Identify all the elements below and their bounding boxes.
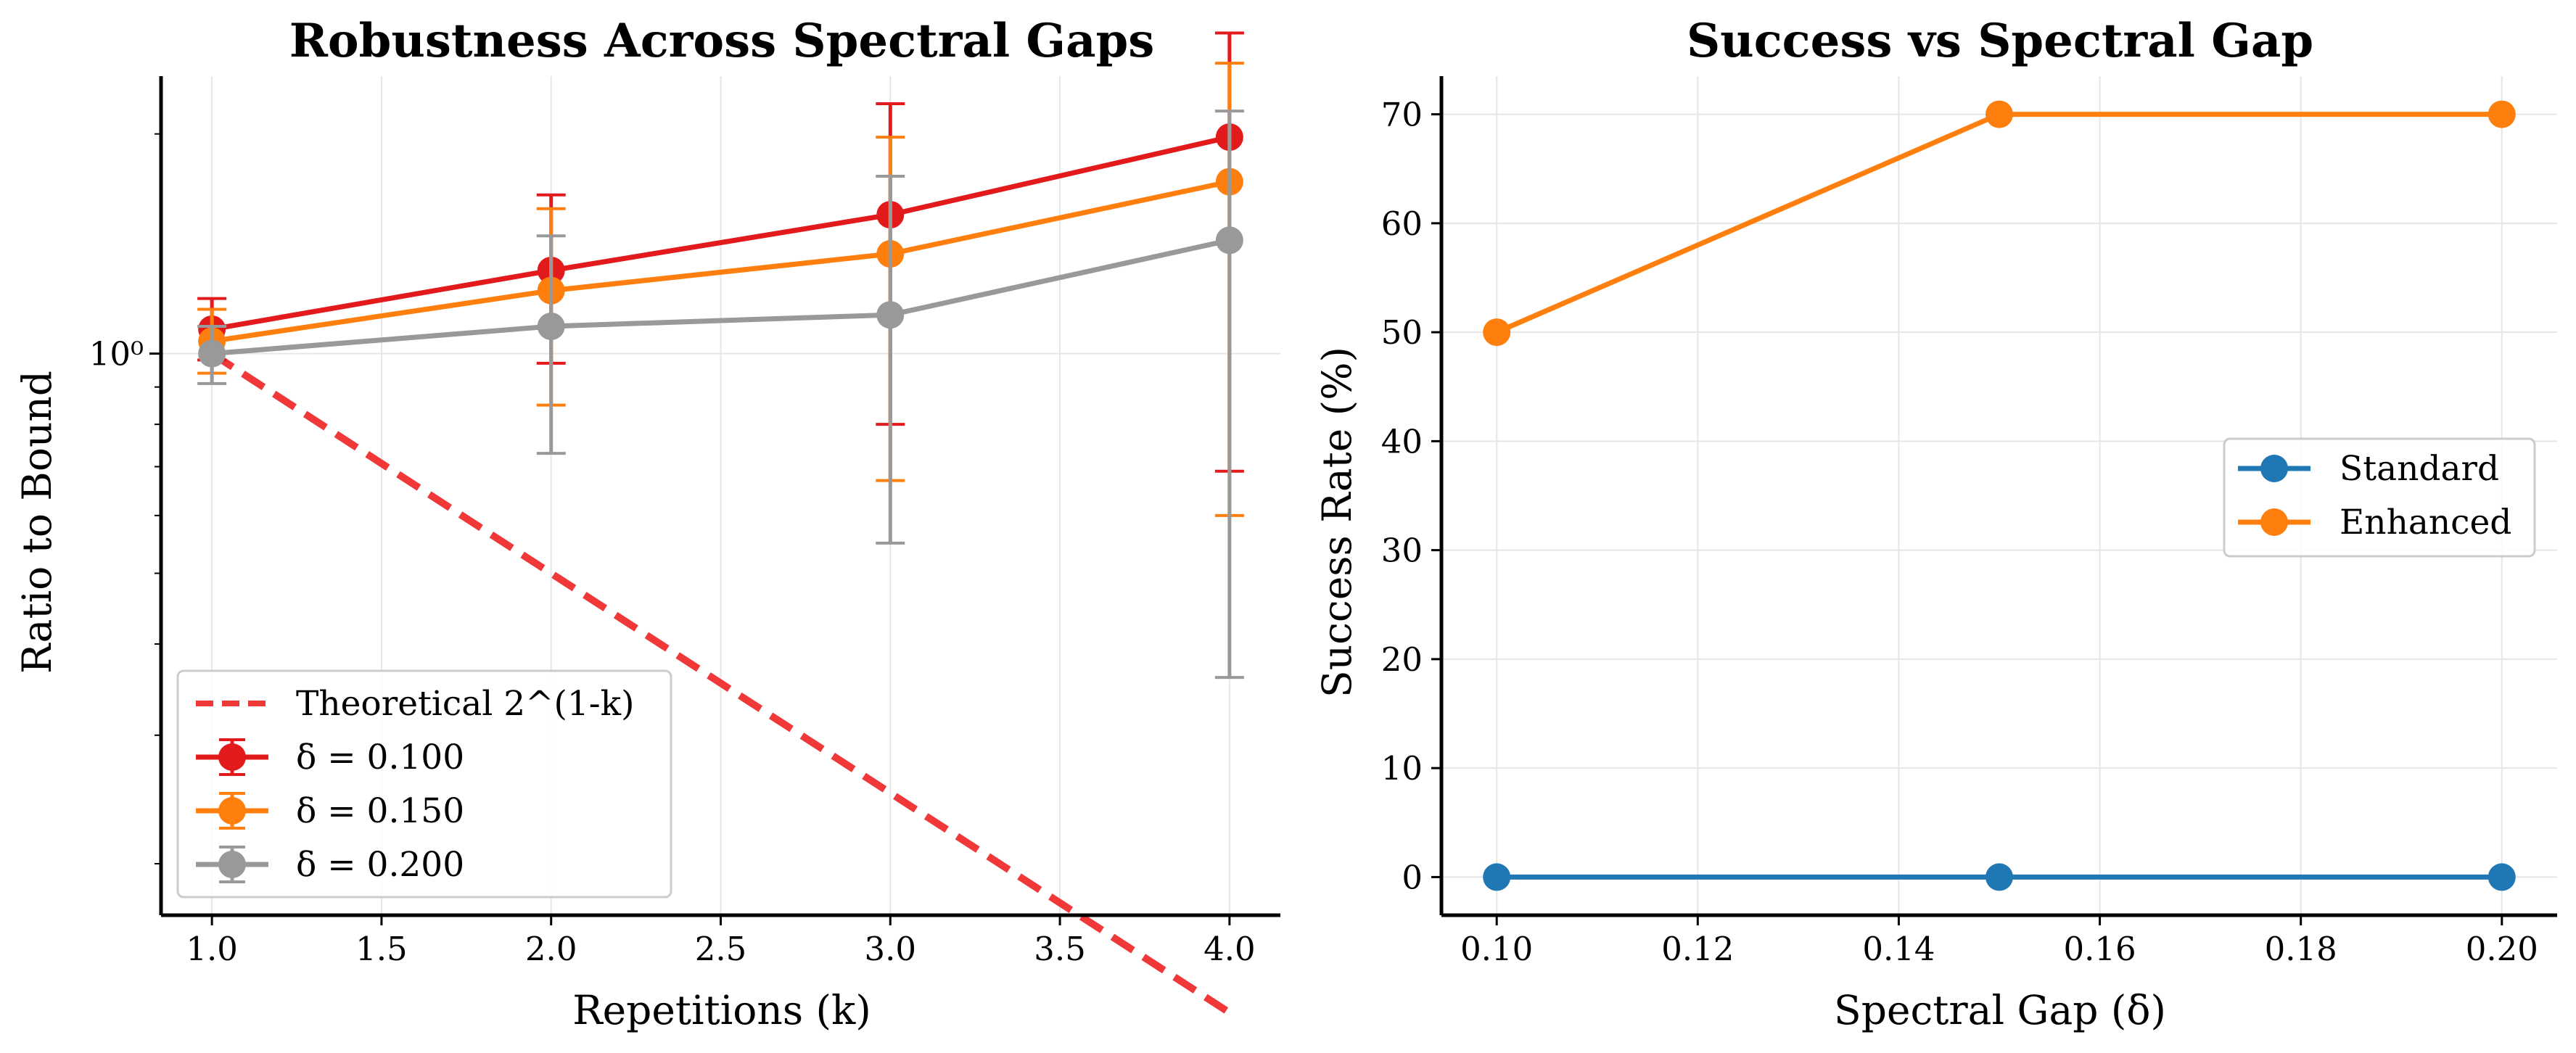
legend-label: δ = 0.100	[296, 738, 464, 777]
axes	[1439, 76, 2557, 917]
x-tick-label: 3.5	[1034, 930, 1086, 968]
success-chart: Success vs Spectral Gap 0.10 0.12 0.14 0.16…	[1314, 14, 2557, 1033]
series-line	[211, 179, 1230, 344]
y-tick-label: 60	[1381, 205, 1423, 243]
x-tick-label: 2.5	[695, 930, 747, 968]
x-tick-label: 0.14	[1862, 930, 1935, 968]
x-tick-label: 1.0	[186, 930, 238, 968]
data-point	[1215, 226, 1243, 255]
legend-label: Theoretical 2^(1-k)	[296, 684, 634, 724]
data-point	[198, 339, 226, 368]
y-tick-label: 20	[1381, 640, 1423, 679]
legend-label: δ = 0.200	[296, 845, 464, 885]
y-tick-label: 50	[1381, 313, 1423, 352]
x-axis-label: Repetitions (k)	[572, 987, 871, 1033]
x-tick-label: 0.10	[1460, 930, 1533, 968]
series-group	[1483, 100, 2516, 891]
y-tick-label: 10⁰	[89, 335, 144, 373]
legend-item: δ = 0.100	[196, 738, 464, 777]
x-tick-label: 4.0	[1203, 930, 1256, 968]
data-point	[876, 301, 905, 329]
series-0	[1483, 863, 2516, 891]
x-tick-label: 3.0	[864, 930, 916, 968]
data-point	[1483, 863, 1511, 891]
x-tick-label: 0.18	[2265, 930, 2337, 968]
y-axis-label: Ratio to Bound	[14, 371, 60, 674]
series-group	[197, 31, 1244, 1016]
legend-marker	[218, 851, 246, 878]
y-tick-label: 10	[1381, 749, 1423, 788]
legend-marker	[2260, 455, 2288, 482]
legend: Standard Enhanced	[2223, 437, 2536, 558]
legend-label: δ = 0.150	[296, 791, 464, 831]
legend-item: δ = 0.150	[196, 791, 464, 831]
chart-title: Robustness Across Spectral Gaps	[289, 14, 1155, 68]
legend-item: Standard	[2238, 449, 2499, 489]
y-axis-label: Success Rate (%)	[1314, 347, 1360, 698]
data-point	[2487, 863, 2516, 891]
legend-marker	[218, 797, 246, 825]
ticks: 0.10 0.12 0.14 0.16 0.18 0.20 0 10 20 30 40 50 60 70	[1381, 96, 2538, 968]
data-point	[537, 312, 565, 340]
ticks: 1.0 1.5 2.0 2.5 3.0 3.5 4.0 10⁰	[89, 133, 1256, 968]
data-point	[1483, 318, 1511, 347]
series-line	[211, 237, 1230, 357]
x-tick-label: 2.0	[525, 930, 577, 968]
x-tick-label: 1.5	[355, 930, 408, 968]
chart-title: Success vs Spectral Gap	[1687, 14, 2313, 68]
data-point	[2487, 100, 2516, 128]
data-point	[1986, 863, 2013, 891]
x-tick-label: 0.16	[2063, 930, 2136, 968]
legend-label: Enhanced	[2340, 503, 2511, 542]
x-axis-label: Spectral Gap (δ)	[1834, 987, 2166, 1033]
legend-item: Enhanced	[2238, 503, 2511, 542]
data-point	[1986, 100, 2013, 128]
legend: Theoretical 2^(1-k) δ = 0.100 δ = 0.150	[176, 669, 672, 899]
y-tick-label: 0	[1402, 858, 1423, 896]
legend-marker	[218, 743, 246, 771]
robustness-chart: Robustness Across Spectral Gaps 1.0 1.5 2.…	[14, 14, 1280, 1033]
series-line	[211, 134, 1230, 332]
series-1	[1483, 100, 2516, 347]
y-tick-label: 70	[1381, 96, 1423, 134]
y-tick-label: 30	[1381, 532, 1423, 570]
y-tick-label: 40	[1381, 422, 1423, 461]
series-3	[197, 110, 1244, 680]
x-tick-label: 0.12	[1661, 930, 1734, 968]
legend-frame	[176, 669, 672, 899]
legend-item: Theoretical 2^(1-k)	[196, 684, 634, 724]
legend-item: δ = 0.200	[196, 845, 464, 885]
series-0	[210, 350, 1232, 1016]
legend-marker	[2260, 508, 2288, 536]
x-tick-label: 0.20	[2466, 930, 2538, 968]
legend-label: Standard	[2340, 449, 2499, 489]
theoretical-line	[210, 350, 1232, 1016]
